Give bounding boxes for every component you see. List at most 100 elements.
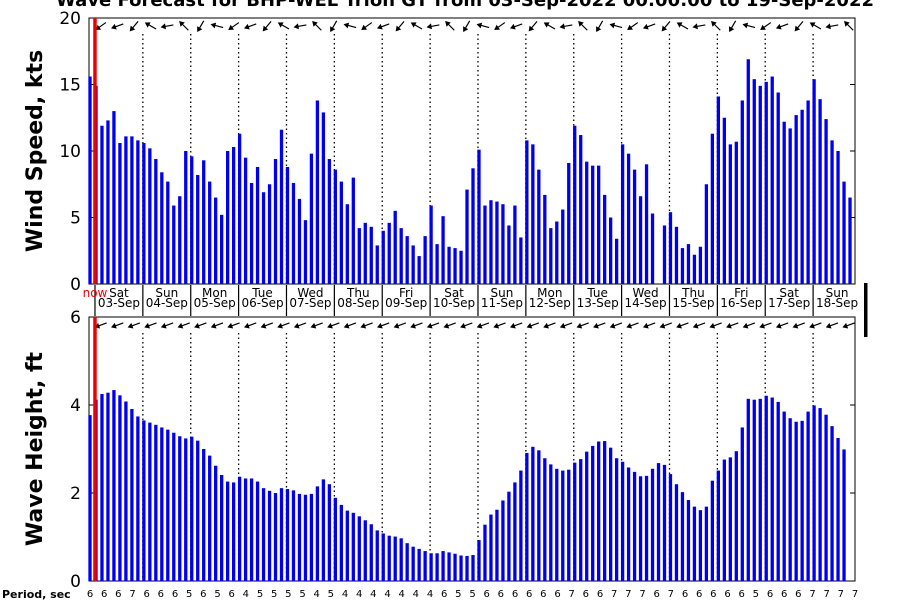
wind-bar [806, 100, 810, 285]
wave-bar [291, 490, 296, 581]
wind-direction-arrow [676, 22, 689, 30]
period-value: 5 [469, 589, 475, 600]
wind-bar [459, 250, 463, 284]
wave-bar [417, 548, 421, 581]
wind-direction-arrow [661, 21, 671, 32]
period-value: 7 [568, 589, 574, 600]
wind-direction-arrow [395, 21, 405, 32]
day-strip-date: 07-Sep [289, 296, 331, 310]
period-value: 4 [398, 589, 404, 600]
wind-bar [357, 228, 361, 284]
wave-bar [369, 524, 373, 581]
wind-direction-arrow [476, 22, 490, 29]
day-strip-dow: Sun [155, 286, 178, 300]
wave-bar [656, 463, 661, 581]
wind-direction-arrow [330, 20, 338, 33]
wind-bar [836, 151, 840, 284]
day-strip-dow: Wed [632, 286, 658, 300]
wave-direction-arrow [227, 322, 240, 329]
wave-bar [297, 493, 302, 581]
wind-bar [214, 197, 218, 284]
wave-direction-arrow [709, 322, 722, 329]
wind-bar [220, 214, 224, 284]
wind-direction-arrow [494, 22, 506, 31]
wind-bar [136, 140, 140, 284]
wind-bar [297, 198, 302, 284]
day-strip-date: 14-Sep [624, 296, 666, 310]
period-value: 4 [356, 589, 362, 600]
wind-bar [848, 197, 852, 284]
wave-bar [770, 397, 774, 581]
wave-direction-arrow [626, 322, 639, 329]
wave-bar [680, 492, 685, 581]
period-value: 5 [257, 589, 263, 600]
wind-bar [728, 144, 732, 284]
wave-bar [196, 440, 200, 581]
period-value: 6 [498, 589, 504, 600]
period-value: 7 [852, 589, 858, 600]
day-strip-dow: Thu [681, 286, 705, 300]
day-strip-dow: Sat [109, 286, 129, 300]
wind-direction-arrow [426, 23, 440, 30]
wave-bar [321, 479, 326, 581]
wind-bar [758, 85, 762, 284]
day-strip-date: 17-Sep [768, 296, 810, 310]
wave-y-tick-label: 4 [70, 396, 81, 416]
wave-bar [477, 540, 481, 581]
wind-bar [824, 119, 828, 284]
wave-direction-arrow [293, 322, 307, 329]
wind-bar [782, 121, 786, 285]
wave-bar [471, 555, 475, 581]
wave-direction-arrow [726, 322, 739, 329]
wind-bar [339, 181, 343, 284]
wave-bar [614, 458, 619, 581]
wind-direction-arrow [343, 22, 357, 29]
period-value: 6 [441, 589, 447, 600]
wind-bar [243, 157, 248, 284]
period-value: 4 [413, 589, 419, 600]
wave-bar [315, 486, 320, 581]
wind-bar [130, 136, 134, 284]
wave-bar [537, 450, 541, 581]
wind-bar [740, 100, 744, 285]
wave-direction-arrow [194, 322, 207, 329]
wave-direction-arrow [759, 322, 772, 329]
wave-bar [722, 459, 726, 581]
wind-bar [698, 246, 703, 284]
wind-direction-arrow [559, 23, 573, 30]
wave-bar [178, 436, 182, 581]
wave-bar [728, 457, 732, 581]
day-strip-date: 13-Sep [577, 296, 619, 310]
wind-bar [202, 160, 206, 284]
period-value: 7 [668, 589, 674, 600]
wave-bar [674, 484, 679, 581]
wave-bar [668, 474, 673, 581]
period-value: 6 [554, 589, 560, 600]
wind-bar [471, 168, 475, 284]
period-value: 7 [625, 589, 631, 600]
wind-bar [375, 245, 379, 284]
wave-bar [357, 516, 361, 581]
period-value: 6 [767, 589, 773, 600]
wind-bar [118, 143, 122, 284]
wave-direction-arrow [576, 322, 589, 329]
wind-bar [261, 192, 266, 284]
period-value: 6 [526, 589, 532, 600]
wave-bar [327, 484, 332, 581]
wave-bar [501, 500, 505, 581]
wind-bar [166, 181, 170, 284]
wave-bar [435, 553, 439, 581]
wind-bar [291, 182, 296, 284]
wave-bar [704, 506, 709, 581]
wind-direction-arrow [825, 23, 839, 30]
period-value: 4 [370, 589, 376, 600]
wind-direction-arrow [111, 23, 124, 30]
wind-bar [626, 153, 631, 284]
wave-direction-arrow [111, 322, 124, 329]
period-value: 7 [129, 589, 135, 600]
wind-bar [549, 228, 553, 284]
wind-direction-arrow [794, 21, 804, 32]
wind-bar [345, 204, 349, 284]
wave-bar [190, 436, 194, 581]
